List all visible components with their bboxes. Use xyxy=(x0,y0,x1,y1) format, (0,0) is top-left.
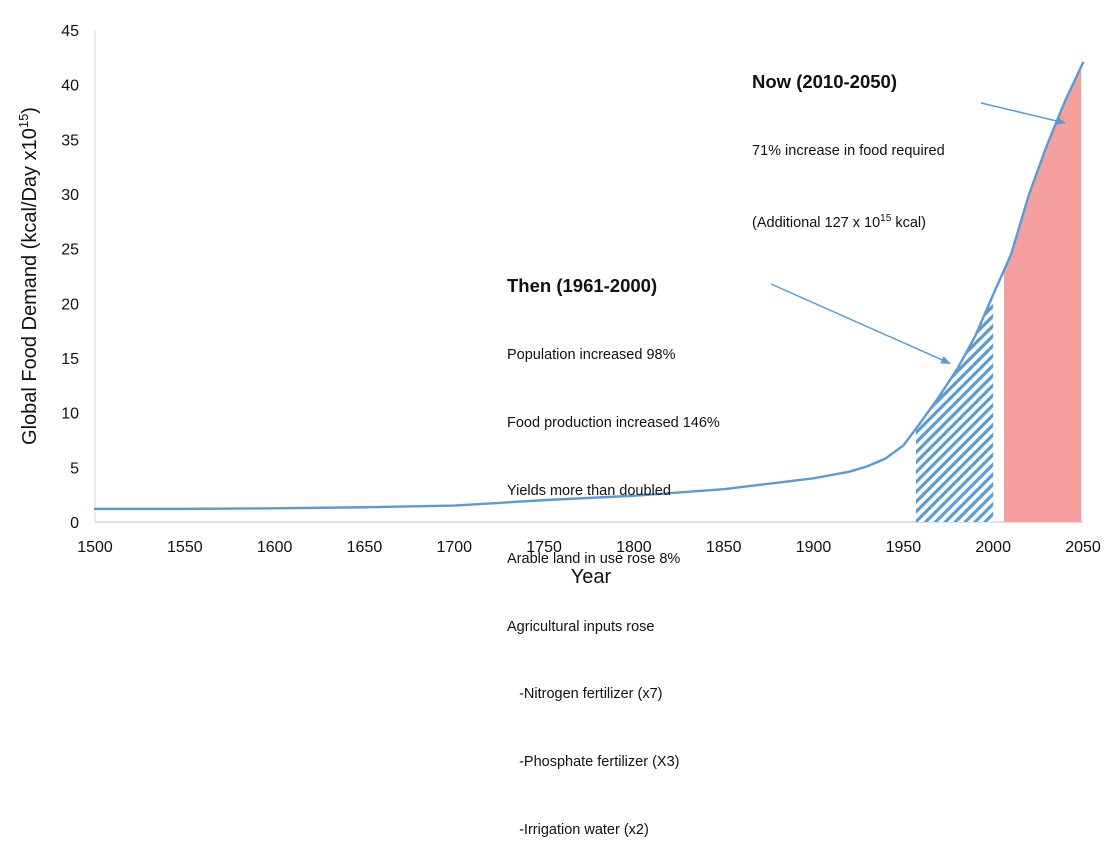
y-tick-label: 35 xyxy=(61,132,79,149)
annotation-then-line: Yields more than doubled xyxy=(507,482,671,499)
annotation-then-line: Agricultural inputs rose xyxy=(507,618,655,635)
y-tick-label: 45 xyxy=(61,23,79,40)
y-tick-label: 15 xyxy=(61,351,79,368)
annotation-now-line-2: (Additional 127 x 1015 kcal) xyxy=(752,213,926,231)
annotation-then-line: -Nitrogen fertilizer (x7) xyxy=(507,686,663,703)
y-tick-label: 20 xyxy=(61,296,79,313)
x-tick-label: 1900 xyxy=(796,539,832,556)
y-tick-label: 30 xyxy=(61,187,79,204)
annotation-then: Then (1961-2000) Population increased 98… xyxy=(507,228,720,864)
y-tick-label: 10 xyxy=(61,406,79,423)
x-tick-label: 1650 xyxy=(347,539,383,556)
annotation-then-line: -Phosphate fertilizer (X3) xyxy=(507,754,680,771)
x-tick-label: 1600 xyxy=(257,539,293,556)
annotation-then-line: -Irrigation water (x2) xyxy=(507,821,649,838)
x-axis-title: Year xyxy=(571,566,612,588)
arrow-now xyxy=(980,102,1067,125)
chart: 0 5 10 15 20 25 30 35 40 45 1500 1550 1600 1650 1700 1… xyxy=(16,23,1101,588)
x-tick-label: 1750 xyxy=(526,539,562,556)
series-line-global-food-demand xyxy=(93,61,1085,511)
x-tick-label: 1800 xyxy=(616,539,652,556)
x-tick-label: 2050 xyxy=(1065,539,1101,556)
annotation-then-title: Then (1961-2000) xyxy=(507,275,658,297)
x-tick-label: 1500 xyxy=(77,539,113,556)
x-tick-label: 1950 xyxy=(886,539,922,556)
y-tick-label: 0 xyxy=(70,515,79,532)
x-tick-label: 1850 xyxy=(706,539,742,556)
annotation-now: Now (2010-2050) 71% increase in food req… xyxy=(752,24,945,257)
y-tick-label: 25 xyxy=(61,242,79,259)
arrow-then xyxy=(770,283,951,365)
x-tick-label: 1550 xyxy=(167,539,203,556)
annotation-now-title: Now (2010-2050) xyxy=(752,71,897,93)
shaded-region-then xyxy=(915,294,994,522)
y-axis-title: Global Food Demand (kcal/Day x1015) xyxy=(16,107,41,445)
annotation-then-line: Population increased 98% xyxy=(507,347,676,364)
x-tick-label: 1700 xyxy=(436,539,472,556)
y-tick-label: 40 xyxy=(61,78,79,95)
annotation-then-line: Food production increased 146% xyxy=(507,415,720,432)
annotation-then-line: Arable land in use rose 8% xyxy=(507,550,681,567)
shaded-region-now xyxy=(1003,66,1082,523)
annotation-now-line-1: 71% increase in food required xyxy=(752,143,945,160)
y-tick-label: 5 xyxy=(70,460,79,477)
x-tick-label: 2000 xyxy=(975,539,1011,556)
